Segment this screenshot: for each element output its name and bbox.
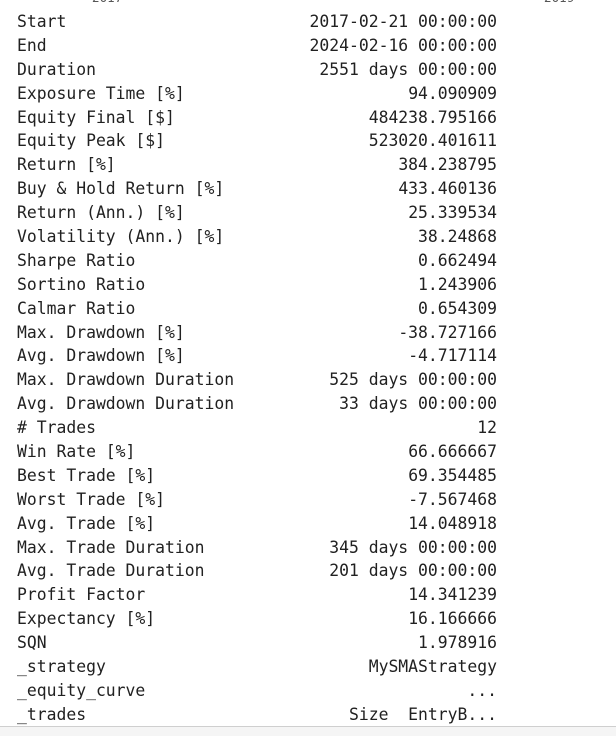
cell-output-stats: Start 2017-02-21 00:00:00 End 2024-02-16 00…: [17, 10, 497, 727]
next-cell-area: [0, 727, 616, 736]
stat-value: 345 days 00:00:00: [329, 537, 497, 557]
stat-row: Avg. Drawdown [%] -4.717114: [17, 344, 497, 368]
stat-row: _strategy MySMAStrategy: [17, 655, 497, 679]
stat-row: Max. Drawdown [%] -38.727166: [17, 321, 497, 345]
stat-key: Sortino Ratio: [17, 274, 146, 294]
stat-value: 525 days 00:00:00: [329, 370, 497, 390]
stat-value: 69.354485: [408, 465, 497, 485]
stat-key: _strategy: [17, 657, 106, 677]
stat-row: SQN 1.978916: [17, 631, 497, 655]
stat-value: ...: [467, 680, 497, 700]
stat-row: Exposure Time [%] 94.090909: [17, 82, 497, 106]
stat-row: End 2024-02-16 00:00:00: [17, 34, 497, 58]
stat-key: Expectancy [%]: [17, 609, 156, 629]
stat-value: Size EntryB...: [348, 704, 497, 724]
stat-value: -38.727166: [398, 322, 497, 342]
stat-key: Start: [17, 12, 67, 31]
stat-row: Worst Trade [%] -7.567468: [17, 488, 497, 512]
stat-key: SQN: [17, 633, 47, 653]
stat-row: Avg. Trade Duration 201 days 00:00:00: [17, 559, 497, 583]
stat-value: 0.662494: [418, 250, 497, 270]
stat-row: Return (Ann.) [%] 25.339534: [17, 201, 497, 225]
stat-key: _trades: [17, 704, 87, 724]
stat-value: 384.238795: [398, 155, 497, 175]
stat-row: Equity Final [$] 484238.795166: [17, 106, 497, 130]
stat-row: Return [%] 384.238795: [17, 153, 497, 177]
stat-value: 12: [477, 418, 497, 438]
stat-value: 2017-02-21 00:00:00: [309, 12, 498, 31]
stat-key: Profit Factor: [17, 585, 146, 605]
stat-value: 523020.401611: [368, 131, 497, 151]
stat-key: Calmar Ratio: [17, 298, 136, 318]
stat-row: Equity Peak [$] 523020.401611: [17, 129, 497, 153]
stat-key: Return (Ann.) [%]: [17, 203, 185, 223]
stat-row: Avg. Trade [%] 14.048918: [17, 512, 497, 536]
stat-value: 66.666667: [408, 442, 497, 462]
stat-key: Duration: [17, 59, 96, 79]
stat-row: Profit Factor 14.341239: [17, 583, 497, 607]
axis-tick-label: 2017: [92, 0, 123, 5]
stat-row: Max. Drawdown Duration 525 days 00:00:00: [17, 368, 497, 392]
stat-value: 201 days 00:00:00: [329, 561, 497, 581]
output-divider: [0, 726, 616, 727]
stat-row: Avg. Drawdown Duration 33 days 00:00:00: [17, 392, 497, 416]
stat-row: # Trades 12: [17, 416, 497, 440]
stat-value: 38.24868: [418, 227, 497, 247]
stat-key: Max. Trade Duration: [17, 537, 205, 557]
stat-key: Max. Drawdown Duration: [17, 370, 235, 390]
stat-key: Avg. Drawdown Duration: [17, 394, 235, 414]
stat-value: 16.166666: [408, 609, 497, 629]
stat-key: Equity Peak [$]: [17, 131, 166, 151]
stat-value: 1.243906: [418, 274, 497, 294]
stat-key: End: [17, 35, 47, 55]
stat-key: Win Rate [%]: [17, 442, 136, 462]
stat-row: Expectancy [%] 16.166666: [17, 607, 497, 631]
stat-value: 2024-02-16 00:00:00: [309, 35, 498, 55]
stat-key: Volatility (Ann.) [%]: [17, 227, 225, 247]
stat-key: # Trades: [17, 418, 96, 438]
stat-key: Avg. Trade [%]: [17, 513, 156, 533]
stat-row: Best Trade [%] 69.354485: [17, 464, 497, 488]
stat-key: Best Trade [%]: [17, 465, 156, 485]
stat-value: 25.339534: [408, 203, 497, 223]
stat-value: 33 days 00:00:00: [339, 394, 497, 414]
axis-tick-label: 2019: [544, 0, 575, 5]
stat-key: Buy & Hold Return [%]: [17, 179, 225, 199]
stat-key: Worst Trade [%]: [17, 489, 166, 509]
stat-row: Buy & Hold Return [%] 433.460136: [17, 177, 497, 201]
stat-key: Sharpe Ratio: [17, 250, 136, 270]
stat-value: 0.654309: [418, 298, 497, 318]
stat-value: -4.717114: [408, 346, 497, 366]
stat-row: _equity_curve...: [17, 679, 497, 703]
stat-key: Avg. Drawdown [%]: [17, 346, 185, 366]
stat-row: Start 2017-02-21 00:00:00: [17, 10, 497, 34]
stat-value: 14.048918: [408, 513, 497, 533]
stat-value: 2551 days 00:00:00: [319, 59, 497, 79]
stat-key: Equity Final [$]: [17, 107, 175, 127]
stat-row: Sortino Ratio 1.243906: [17, 273, 497, 297]
stat-value: -7.567468: [408, 489, 497, 509]
stat-value: 484238.795166: [368, 107, 497, 127]
stat-row: Sharpe Ratio 0.662494: [17, 249, 497, 273]
stat-row: Volatility (Ann.) [%] 38.24868: [17, 225, 497, 249]
stat-row: Max. Trade Duration 345 days 00:00:00: [17, 536, 497, 560]
stat-value: 94.090909: [408, 83, 497, 103]
stat-key: Avg. Trade Duration: [17, 561, 205, 581]
clipped-chart-axis: 2017 2019: [0, 0, 616, 5]
stat-value: MySMAStrategy: [368, 657, 497, 677]
stat-value: 1.978916: [418, 633, 497, 653]
stat-row: Duration 2551 days 00:00:00: [17, 58, 497, 82]
stat-key: _equity_curve: [17, 680, 146, 700]
stat-row: _trades Size EntryB...: [17, 703, 497, 727]
stat-key: Exposure Time [%]: [17, 83, 185, 103]
stat-row: Win Rate [%] 66.666667: [17, 440, 497, 464]
stat-key: Max. Drawdown [%]: [17, 322, 185, 342]
stat-key: Return [%]: [17, 155, 116, 175]
stat-value: 14.341239: [408, 585, 497, 605]
stat-value: 433.460136: [398, 179, 497, 199]
stat-row: Calmar Ratio 0.654309: [17, 297, 497, 321]
